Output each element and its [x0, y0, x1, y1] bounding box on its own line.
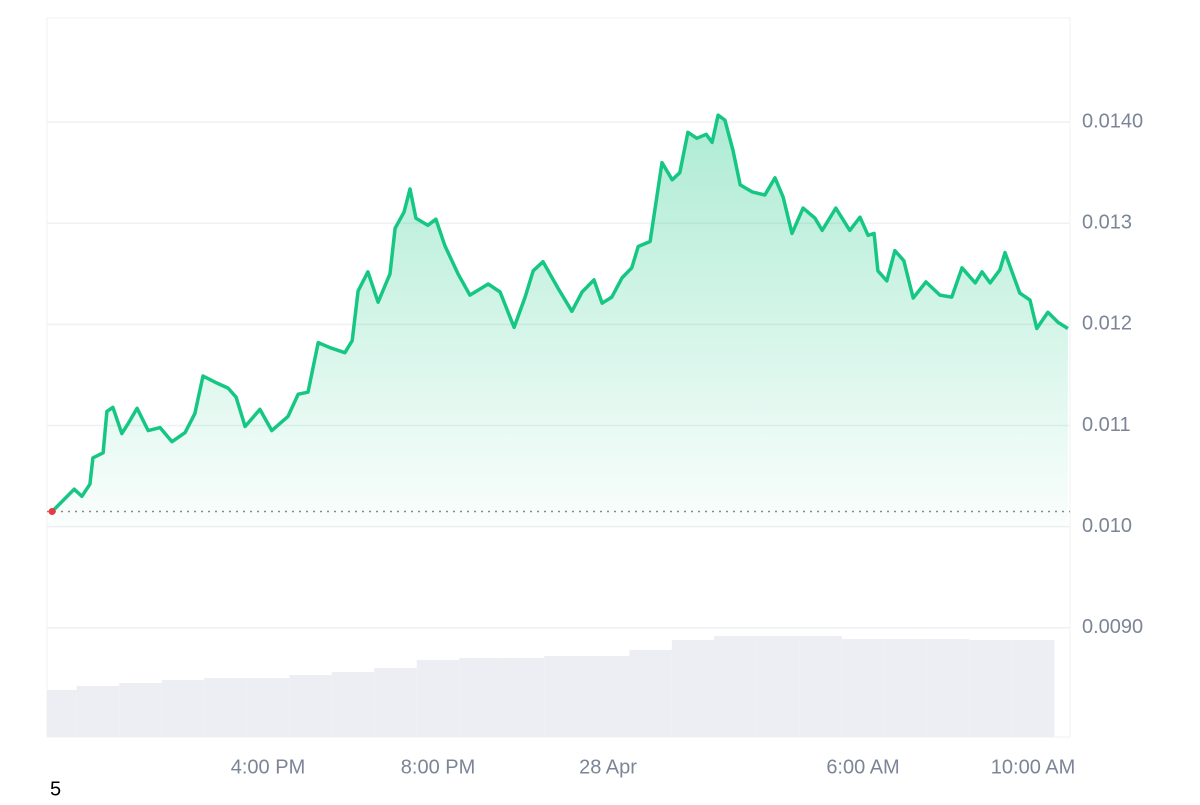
- volume-bar: [119, 683, 162, 737]
- x-tick-label: 4:00 PM: [231, 756, 305, 778]
- volume-bar: [374, 668, 417, 737]
- volume-bar: [459, 658, 502, 737]
- volume-bar: [671, 640, 715, 737]
- y-tick-label: 0.011: [1082, 414, 1131, 436]
- volume-bar: [629, 650, 672, 737]
- price-line: [50, 113, 1069, 513]
- volume-bar: [884, 639, 927, 737]
- volume-bar: [47, 690, 77, 737]
- start-dot: [48, 507, 56, 515]
- y-tick-label: 0.013: [1082, 212, 1132, 234]
- volume-bar: [1011, 640, 1055, 737]
- y-tick-label: 0.0140: [1082, 110, 1143, 132]
- volume-bar: [586, 656, 630, 737]
- x-tick-label: 6:00 AM: [826, 756, 899, 778]
- volume-bar: [756, 636, 800, 737]
- volume-bar: [246, 678, 290, 737]
- volume-bar: [416, 660, 460, 737]
- volume-bar: [331, 672, 375, 737]
- volume-bar: [926, 639, 970, 737]
- volume-bar: [289, 675, 332, 737]
- x-tick-label: 10:00 AM: [991, 756, 1076, 778]
- volume-bar: [544, 656, 587, 737]
- volume-bar: [969, 640, 1012, 737]
- volume-bar: [76, 686, 120, 737]
- volume-bar: [501, 658, 545, 737]
- volume-bar: [841, 639, 885, 737]
- volume-bar: [204, 678, 247, 737]
- y-tick-label: 0.012: [1082, 313, 1132, 335]
- volume-bar: [799, 636, 842, 737]
- x-tick-label: 28 Apr: [579, 756, 637, 778]
- volume-bar: [714, 636, 757, 737]
- area: [52, 115, 1068, 527]
- y-tick-label: 0.010: [1082, 515, 1132, 537]
- x-tick-label: 8:00 PM: [401, 756, 475, 778]
- volume-bar: [161, 680, 205, 737]
- footnote: 5: [50, 778, 61, 800]
- y-tick-label: 0.0090: [1082, 616, 1143, 638]
